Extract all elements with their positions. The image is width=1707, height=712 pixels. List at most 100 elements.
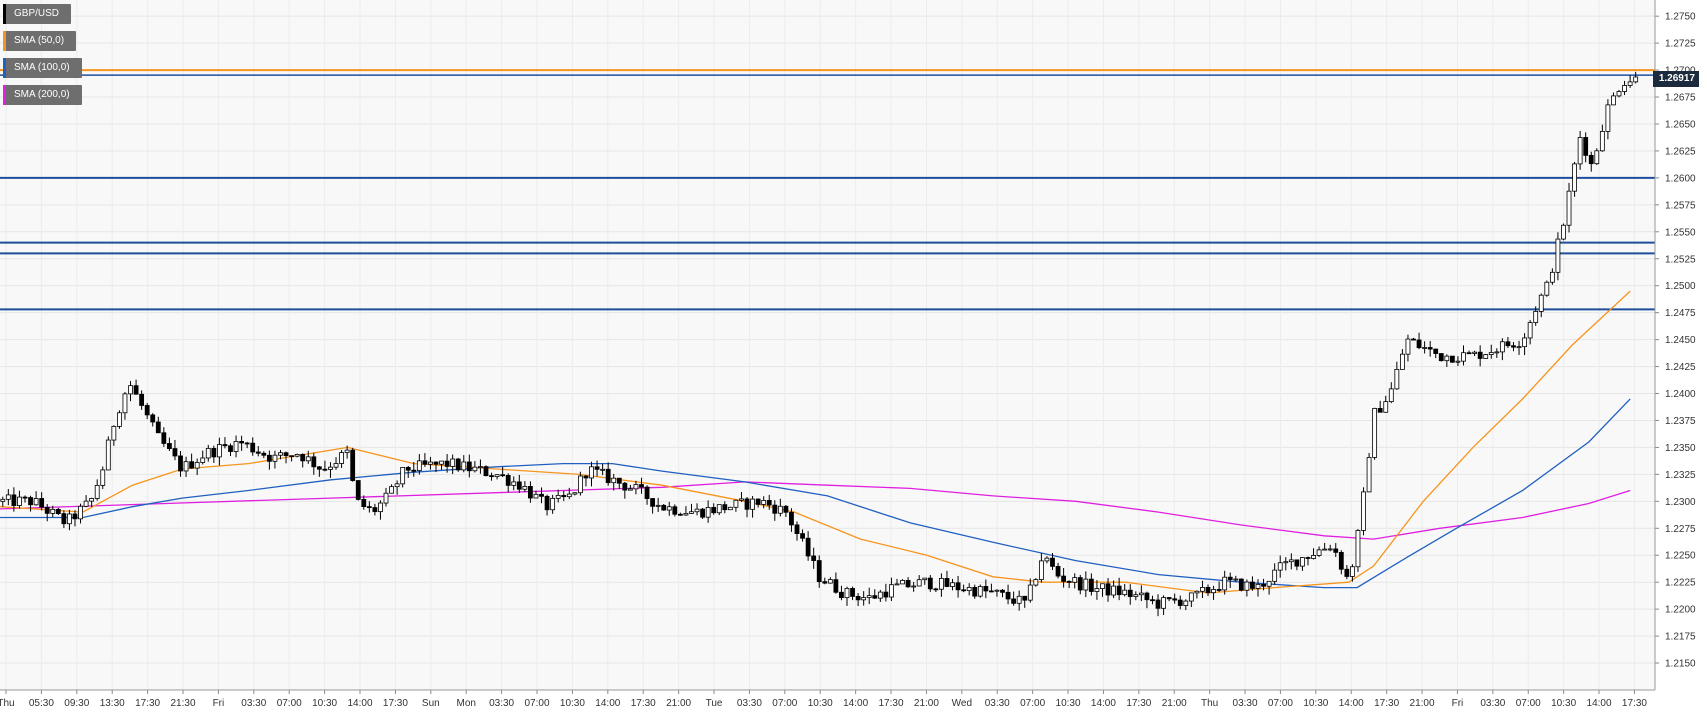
legend-swatch-sma200 (3, 85, 6, 105)
candle-body (944, 578, 950, 587)
candle-body (1244, 581, 1250, 591)
candle-body (1316, 549, 1322, 556)
candle (144, 402, 150, 420)
candle (133, 379, 139, 395)
candle-body (305, 456, 311, 462)
candle-body (1522, 337, 1527, 348)
candle (172, 439, 178, 461)
candle-body (572, 492, 578, 495)
y-tick-label: 1.2600 (1665, 173, 1696, 184)
candle (1266, 580, 1272, 595)
candle (1161, 595, 1166, 616)
candle (216, 437, 222, 466)
candle (189, 453, 195, 469)
candle (361, 495, 367, 510)
candle-body (722, 504, 728, 511)
candle-body (1188, 592, 1194, 602)
candle-body (1400, 353, 1405, 370)
candle-body (383, 492, 389, 504)
candle-body (1005, 591, 1011, 600)
candle (1100, 583, 1105, 597)
candle (533, 490, 539, 499)
candle (39, 492, 45, 511)
candle-body (105, 439, 111, 471)
candle-body (22, 496, 28, 499)
candle-body (339, 452, 344, 464)
candle (11, 487, 17, 512)
candle-body (278, 452, 283, 456)
legend-sma50[interactable]: SMA (50,0) (3, 31, 77, 51)
candle (1105, 578, 1111, 602)
candle (289, 455, 294, 462)
candle-body (1305, 557, 1311, 559)
candle (761, 496, 767, 509)
candle-body (916, 579, 922, 587)
candle (344, 445, 350, 459)
legend-gbpusd[interactable]: GBP/USD (3, 4, 72, 24)
candle-body (1555, 238, 1561, 273)
candle (783, 505, 789, 517)
y-tick-label: 1.2375 (1665, 416, 1696, 427)
candle-body (1272, 569, 1278, 582)
candle (1588, 151, 1594, 172)
candle (1483, 353, 1489, 359)
candle (755, 498, 761, 508)
candle (1111, 580, 1116, 599)
candle-body (833, 579, 839, 593)
candle-body (1405, 338, 1411, 355)
y-tick-label: 1.2625 (1665, 146, 1696, 157)
candle (772, 500, 778, 521)
candle-body (194, 462, 200, 469)
candle (1449, 355, 1455, 363)
candle-body (677, 513, 683, 516)
candle-body (777, 505, 783, 514)
candle (889, 577, 894, 601)
candle-body (1161, 597, 1166, 609)
candle (1027, 578, 1033, 603)
candle (322, 460, 328, 472)
candle (700, 507, 705, 519)
candle-body (1366, 457, 1372, 493)
x-tick-label: 03:30 (737, 698, 762, 709)
candle-body (478, 466, 483, 469)
candle (733, 499, 739, 512)
candle-body (1338, 551, 1344, 570)
candle (1138, 585, 1144, 602)
candle-body (350, 449, 356, 481)
candle (394, 480, 400, 495)
candle-body (1133, 594, 1139, 597)
candle (311, 452, 317, 475)
candle (1438, 353, 1444, 362)
candle (811, 547, 817, 569)
candle-body (1050, 557, 1055, 567)
candle-body (589, 466, 594, 479)
candle-body (33, 498, 39, 506)
x-tick-label: 10:30 (1551, 698, 1576, 709)
y-tick-label: 1.2325 (1665, 470, 1696, 481)
candle-body (1483, 354, 1489, 359)
candle (644, 485, 650, 505)
candle (766, 494, 772, 510)
candle (711, 503, 717, 515)
x-tick-label: 21:00 (914, 698, 939, 709)
candle (233, 435, 239, 458)
candle-body (128, 385, 133, 395)
x-tick-label: 14:00 (1587, 698, 1612, 709)
candle-body (1222, 576, 1228, 591)
candle (516, 474, 522, 494)
legend-sma100[interactable]: SMA (100,0) (3, 58, 82, 78)
legend-label-sma200: SMA (200,0) (14, 89, 70, 100)
candle-body (672, 506, 678, 515)
candle-body (1516, 346, 1522, 349)
candle-body (783, 505, 789, 513)
candle-body (44, 506, 50, 514)
x-tick-label: 07:00 (525, 698, 550, 709)
candle (1150, 595, 1155, 605)
candle (1544, 280, 1550, 297)
legend-sma200[interactable]: SMA (200,0) (3, 85, 82, 105)
candle-body (1116, 585, 1122, 596)
candle-body (1088, 578, 1094, 592)
candle-body (450, 458, 456, 467)
candle-body (228, 445, 233, 452)
